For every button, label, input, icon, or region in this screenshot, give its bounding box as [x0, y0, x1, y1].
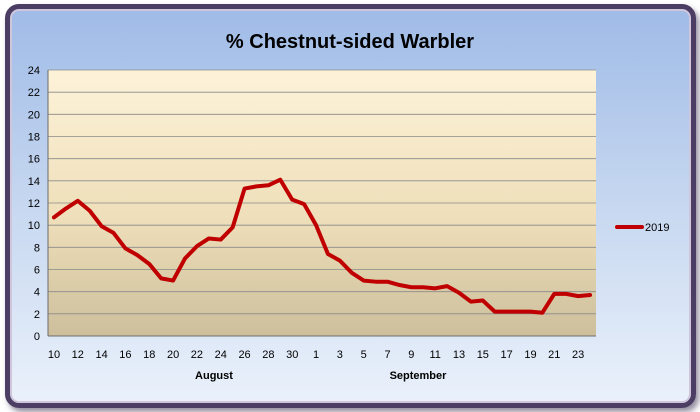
- x-tick-label: 11: [429, 349, 440, 361]
- x-tick-label: 28: [262, 349, 274, 361]
- x-tick-label: 16: [119, 349, 131, 361]
- y-tick-label: 0: [34, 331, 40, 343]
- x-tick-label: 10: [48, 349, 60, 361]
- x-tick-label: 22: [191, 349, 203, 361]
- x-tick-label: 18: [143, 349, 155, 361]
- x-tick-label: 9: [408, 349, 414, 361]
- month-label-august: August: [195, 370, 233, 382]
- y-tick-label: 12: [28, 198, 40, 210]
- x-tick-label: 23: [572, 349, 584, 361]
- x-tick-label: 14: [95, 349, 107, 361]
- x-tick-label: 1: [313, 349, 319, 361]
- y-tick-label: 10: [28, 220, 40, 232]
- x-tick-label: 21: [548, 349, 560, 361]
- y-tick-label: 4: [34, 287, 40, 299]
- x-axis-ticks: 10 12 14 16 18 20 22 24 26 28 30 1 3 5 7 9 11 13 15 17 19 21 2…: [48, 349, 584, 361]
- chart-title: % Chestnut-sided Warbler: [226, 31, 474, 53]
- y-tick-label: 22: [28, 87, 40, 99]
- y-tick-label: 18: [28, 132, 40, 144]
- x-tick-label: 3: [337, 349, 343, 361]
- x-tick-label: 12: [72, 349, 84, 361]
- month-label-september: September: [390, 370, 448, 382]
- x-tick-label: 19: [524, 349, 536, 361]
- y-tick-label: 16: [28, 154, 40, 166]
- x-tick-label: 13: [453, 349, 465, 361]
- x-tick-label: 15: [477, 349, 489, 361]
- x-tick-label: 7: [384, 349, 390, 361]
- legend-label-2019: 2019: [645, 222, 669, 234]
- x-tick-label: 20: [167, 349, 179, 361]
- legend: 2019: [615, 222, 669, 234]
- series-line-2019: [51, 177, 593, 315]
- gridlines: [47, 69, 596, 337]
- x-tick-label: 26: [238, 349, 250, 361]
- y-tick-label: 20: [28, 109, 40, 121]
- y-tick-label: 2: [34, 309, 40, 321]
- y-tick-label: 24: [28, 65, 40, 77]
- y-tick-label: 6: [34, 265, 40, 277]
- x-tick-label: 17: [501, 349, 513, 361]
- x-tick-label: 30: [286, 349, 298, 361]
- x-tick-label: 5: [361, 349, 367, 361]
- series-2019: [51, 177, 593, 315]
- y-tick-label: 8: [34, 242, 40, 254]
- x-tick-label: 24: [215, 349, 227, 361]
- y-tick-label: 14: [28, 176, 40, 188]
